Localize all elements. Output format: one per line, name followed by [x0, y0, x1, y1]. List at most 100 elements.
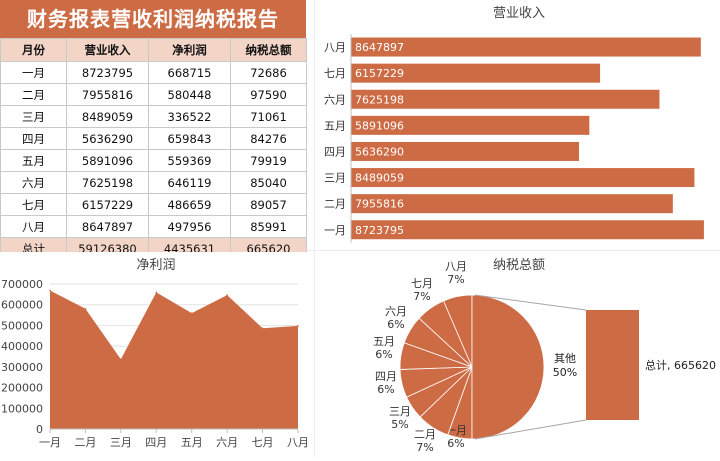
- table-cell: 486659: [148, 193, 231, 216]
- tax-slice-percent: 5%: [391, 418, 408, 431]
- table-cell: 89057: [230, 193, 307, 216]
- table-cell: 85040: [230, 171, 307, 194]
- revenue-data-label: 7625198: [355, 93, 404, 106]
- table-row: 四月 5636290 659843 84276: [0, 127, 307, 150]
- revenue-bar: [351, 141, 580, 161]
- table-cell: 四月: [0, 127, 67, 150]
- profit-data-point: [120, 358, 122, 361]
- profit-data-point: [84, 307, 87, 310]
- tax-slice-label: 四月: [375, 370, 397, 383]
- column-header: 月份: [0, 38, 67, 62]
- tax-slice-percent: 6%: [447, 437, 464, 450]
- table-cell: 二月: [0, 83, 67, 106]
- profit-data-point: [261, 327, 264, 329]
- table-cell: 580448: [148, 83, 231, 106]
- profit-x-tick-label: 二月: [74, 436, 96, 449]
- table-cell: 三月: [0, 105, 67, 128]
- revenue-category-label: 一月: [324, 224, 346, 237]
- column-header: 营业收入: [66, 38, 149, 62]
- profit-y-tick-label: 100000: [1, 402, 43, 415]
- tax-other-percent: 50%: [553, 366, 577, 379]
- table-cell: 七月: [0, 193, 67, 216]
- table-row: 三月 8489059 336522 71061: [0, 105, 307, 128]
- revenue-data-label: 6157229: [355, 67, 404, 80]
- tax-connector-line: [474, 419, 587, 440]
- table-cell: 六月: [0, 171, 67, 194]
- table-row: 五月 5891096 559369 79919: [0, 149, 307, 172]
- profit-data-point: [190, 312, 193, 314]
- revenue-data-label: 8723795: [355, 224, 404, 237]
- revenue-bar: [351, 89, 660, 109]
- profit-area-series: [50, 290, 298, 429]
- revenue-data-label: 5636290: [355, 145, 404, 158]
- revenue-bar: [351, 220, 704, 240]
- tax-other-slice: [471, 294, 545, 440]
- revenue-category-label: 三月: [324, 172, 346, 185]
- table-row: 二月 7955816 580448 97590: [0, 83, 307, 106]
- revenue-data-label: 7955816: [355, 198, 404, 211]
- profit-data-point: [226, 294, 228, 296]
- profit-x-tick-label: 五月: [181, 436, 203, 449]
- tax-slice-percent: 6%: [375, 348, 392, 361]
- profit-y-tick-label: 500000: [1, 319, 43, 332]
- table-cell: 497956: [148, 215, 231, 238]
- chart-title: 纳税总额: [493, 258, 545, 273]
- profit-y-tick-label: 600000: [1, 299, 43, 312]
- profit-area-chart: 净利润 0 100000 200000 300000 400000 500000 600000…: [1, 258, 309, 449]
- column-header: 纳税总额: [230, 38, 307, 62]
- tax-chart-panel: 纳税总额 一月 6% 二月 7% 三月 5% 四月 6% 五月 6% 六月 6% 七月 7% 八月 7% 其他 50…: [318, 252, 720, 457]
- chart-title: 营业收入: [493, 6, 545, 21]
- revenue-category-label: 七月: [324, 67, 346, 80]
- table-cell: 5891096: [66, 149, 149, 172]
- table-cell: 668715: [148, 61, 231, 84]
- tax-other-label: 其他: [554, 352, 576, 365]
- profit-y-tick-label: 200000: [1, 382, 43, 395]
- chart-title: 净利润: [136, 258, 175, 273]
- profit-x-tick-label: 一月: [39, 436, 61, 449]
- table-row: 六月 7625198 646119 85040: [0, 171, 307, 194]
- report-table-panel: 财务报表营收利润纳税报告 月份 营业收入 净利润 纳税总额 一月 8723795 6687…: [0, 0, 314, 260]
- vertical-divider: [314, 0, 315, 457]
- profit-chart-panel: 净利润 0 100000 200000 300000 400000 500000 600000…: [0, 252, 312, 457]
- tax-slice-label: 七月: [411, 277, 433, 290]
- tax-slice-percent: 7%: [413, 290, 430, 303]
- profit-x-tick-label: 三月: [110, 436, 132, 449]
- tax-secondary-bar: [586, 310, 639, 420]
- revenue-bar: [351, 37, 701, 57]
- table-cell: 71061: [230, 105, 307, 128]
- finance-table: 月份 营业收入 净利润 纳税总额 一月 8723795 668715 72686 二月 7955…: [0, 38, 307, 260]
- table-cell: 五月: [0, 149, 67, 172]
- table-row: 一月 8723795 668715 72686: [0, 61, 307, 84]
- profit-y-tick-label: 300000: [1, 361, 43, 374]
- revenue-category-label: 四月: [324, 145, 346, 158]
- revenue-data-label: 8647897: [355, 41, 404, 54]
- profit-x-tick-label: 六月: [216, 436, 238, 449]
- column-header: 净利润: [148, 38, 231, 62]
- table-cell: 7955816: [66, 83, 149, 106]
- table-cell: 7625198: [66, 171, 149, 194]
- tax-slice-label: 八月: [445, 260, 467, 273]
- tax-slice-percent: 7%: [416, 441, 433, 454]
- tax-slice-label: 六月: [385, 305, 407, 318]
- tax-pie-chart: 纳税总额一月6%二月7%三月5%四月6%五月6%六月6%七月7%八月7%其他50…: [373, 258, 716, 454]
- table-cell: 559369: [148, 149, 231, 172]
- profit-x-tick-label: 七月: [252, 436, 274, 449]
- revenue-category-label: 六月: [324, 93, 346, 106]
- tax-slice-percent: 7%: [447, 273, 464, 286]
- tax-connector-line: [474, 294, 587, 311]
- table-cell: 6157229: [66, 193, 149, 216]
- table-header-row: 月份 营业收入 净利润 纳税总额: [0, 38, 307, 62]
- horizontal-divider: [0, 250, 720, 251]
- revenue-bar: [351, 194, 673, 214]
- table-row: 八月 8647897 497956 85991: [0, 215, 307, 238]
- table-cell: 79919: [230, 149, 307, 172]
- profit-x-tick-label: 八月: [287, 436, 309, 449]
- table-cell: 336522: [148, 105, 231, 128]
- profit-y-tick-label: 400000: [1, 340, 43, 353]
- profit-data-point: [297, 325, 299, 327]
- table-cell: 84276: [230, 127, 307, 150]
- tax-secondary-label: 总计, 665620: [645, 358, 716, 372]
- profit-x-tick-label: 四月: [145, 436, 167, 449]
- table-cell: 八月: [0, 215, 67, 238]
